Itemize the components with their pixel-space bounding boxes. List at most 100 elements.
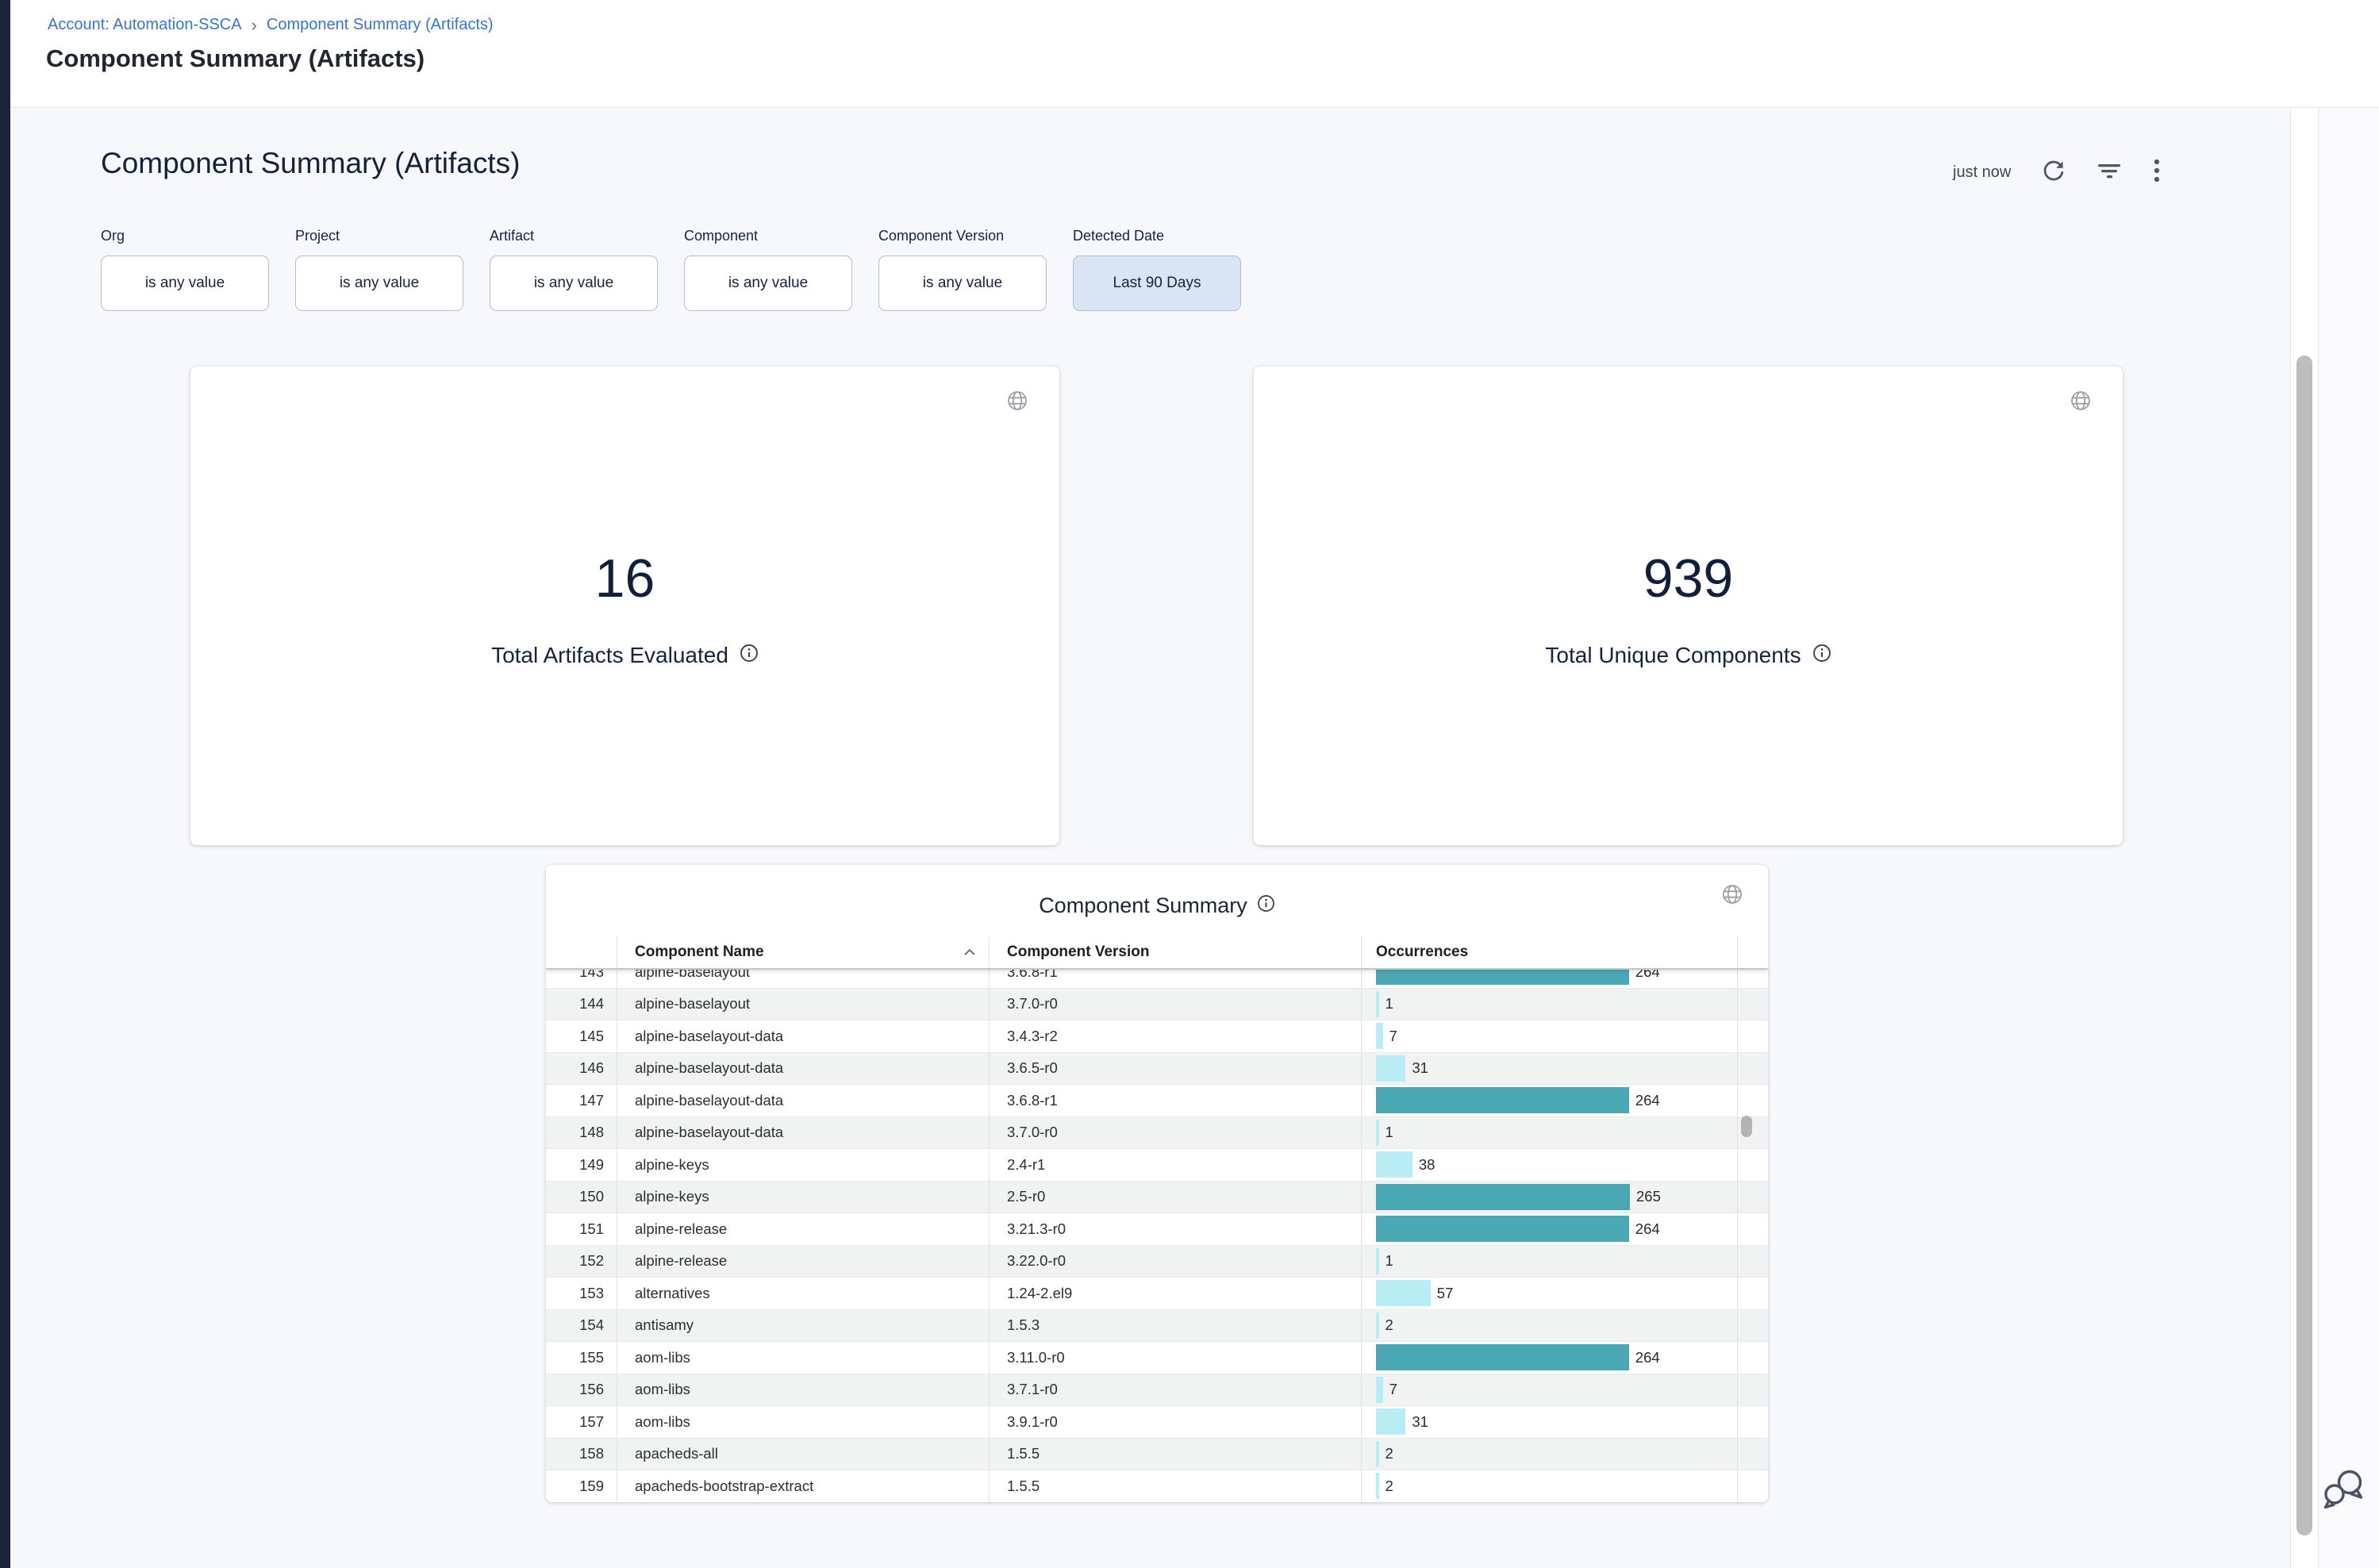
filter-button[interactable]	[2097, 159, 2122, 186]
occurrence-bar[interactable]	[1376, 1280, 1431, 1307]
filter-project-button[interactable]: is any value	[295, 256, 463, 311]
occurrence-value: 7	[1389, 1381, 1397, 1398]
row-index-cell: 151	[579, 1220, 604, 1237]
table-row[interactable]: 148 alpine-baselayout-data 3.7.0-r0 1	[546, 1116, 1768, 1149]
component-name-cell: aom-libs	[617, 1342, 989, 1374]
table-row[interactable]: 143 alpine-baselayout 3.6.8-r1 264	[546, 970, 1768, 989]
table-row[interactable]: 151 alpine-release 3.21.3-r0 264	[546, 1213, 1768, 1246]
occurrence-bar[interactable]	[1376, 970, 1629, 986]
page-scrollbar-thumb[interactable]	[2296, 355, 2312, 1535]
occurrences-cell: 38	[1361, 1149, 1738, 1181]
occurrences-cell: 264	[1361, 970, 1738, 988]
right-gutter	[2319, 109, 2379, 1568]
more-options-button[interactable]	[2152, 158, 2162, 187]
refresh-button[interactable]	[2041, 159, 2066, 186]
occurrence-bar[interactable]	[1376, 1247, 1379, 1274]
table-row[interactable]: 154 antisamy 1.5.3 2	[546, 1309, 1768, 1342]
component-name-cell: alpine-baselayout	[617, 988, 989, 1020]
occurrence-value: 264	[1635, 1220, 1660, 1237]
occurrence-bar[interactable]	[1376, 1119, 1379, 1146]
page-scrollbar[interactable]	[2290, 109, 2319, 1568]
table-row[interactable]: 150 alpine-keys 2.5-r0 265	[546, 1181, 1768, 1213]
table-row[interactable]: 157 aom-libs 3.9.1-r0 31	[546, 1406, 1768, 1439]
component-name-cell: alpine-release	[617, 1245, 989, 1277]
component-version-cell: 3.6.8-r1	[989, 1085, 1361, 1116]
occurrences-column-header[interactable]: Occurrences	[1361, 936, 1738, 968]
info-icon[interactable]	[1257, 894, 1275, 918]
occurrence-bar[interactable]	[1376, 1183, 1630, 1210]
occurrence-bar[interactable]	[1376, 1023, 1383, 1050]
component-name-cell: apacheds-all	[617, 1438, 989, 1470]
row-index-cell: 158	[579, 1445, 604, 1462]
table-row[interactable]: 152 alpine-release 3.22.0-r0 1	[546, 1245, 1768, 1278]
component-summary-table-card: Component Summary Component Name	[546, 865, 1768, 1502]
filter-detected-date-label: Detected Date	[1073, 228, 1165, 244]
chat-bubbles-icon[interactable]	[2320, 1465, 2368, 1514]
row-number-column-header	[546, 936, 617, 968]
table-row[interactable]: 144 alpine-baselayout 3.7.0-r0 1	[546, 988, 1768, 1020]
component-name-column-header[interactable]: Component Name	[617, 936, 989, 968]
table-body: 143 alpine-baselayout 3.6.8-r1 264 144 alpine…	[546, 970, 1768, 1502]
table-row[interactable]: 153 alternatives 1.24-2.el9 57	[546, 1278, 1768, 1310]
breadcrumb-account-link[interactable]: Account: Automation-SSCA	[48, 16, 242, 33]
row-index-cell: 155	[579, 1348, 604, 1366]
filter-org: Org is any value	[101, 228, 269, 311]
occurrence-bar[interactable]	[1376, 1344, 1629, 1371]
table-row[interactable]: 149 alpine-keys 2.4-r1 38	[546, 1149, 1768, 1182]
globe-icon[interactable]	[1720, 882, 1744, 906]
component-name-cell: aom-libs	[617, 1374, 989, 1405]
table-scrollbar-thumb[interactable]	[1741, 1116, 1752, 1137]
component-version-column-header[interactable]: Component Version	[989, 936, 1361, 968]
occurrences-cell: 264	[1361, 1342, 1738, 1374]
occurrence-bar[interactable]	[1376, 1151, 1412, 1178]
occurrence-bar[interactable]	[1376, 1440, 1379, 1467]
globe-icon[interactable]	[2069, 389, 2093, 413]
occurrence-bar[interactable]	[1376, 1376, 1383, 1403]
filter-org-button[interactable]: is any value	[101, 256, 269, 311]
filter-artifact-button[interactable]: is any value	[490, 256, 658, 311]
occurrence-bar[interactable]	[1376, 1087, 1629, 1114]
filter-component-button[interactable]: is any value	[684, 256, 852, 311]
occurrence-bar[interactable]	[1376, 1473, 1379, 1500]
component-name-header-label: Component Name	[635, 943, 764, 960]
occurrences-cell: 2	[1361, 1438, 1738, 1470]
occurrence-value: 1	[1385, 1124, 1393, 1141]
filter-artifact-label: Artifact	[490, 228, 535, 244]
filter-detected-date-button[interactable]: Last 90 Days	[1073, 256, 1241, 311]
breadcrumb-current-link[interactable]: Component Summary (Artifacts)	[266, 16, 494, 33]
occurrence-value: 31	[1412, 1412, 1428, 1430]
occurrence-bar[interactable]	[1376, 1055, 1406, 1082]
filter-component-version-button[interactable]: is any value	[878, 256, 1047, 311]
occurrence-bar[interactable]	[1376, 990, 1379, 1017]
info-icon[interactable]	[740, 643, 759, 668]
occurrences-cell: 57	[1361, 1278, 1738, 1309]
tile-total-artifacts: 16 Total Artifacts Evaluated	[190, 367, 1059, 845]
table-row[interactable]: 159 apacheds-bootstrap-extract 1.5.5 2	[546, 1470, 1768, 1502]
filter-org-label: Org	[101, 228, 125, 244]
table-row[interactable]: 155 aom-libs 3.11.0-r0 264	[546, 1342, 1768, 1374]
globe-icon[interactable]	[1005, 389, 1029, 413]
info-icon[interactable]	[1812, 643, 1831, 668]
occurrence-value: 1	[1385, 995, 1393, 1013]
tile-total-unique-components: 939 Total Unique Components	[1254, 367, 2123, 845]
component-version-cell: 3.7.1-r0	[989, 1374, 1361, 1405]
page-title: Component Summary (Artifacts)	[46, 44, 425, 72]
table-row[interactable]: 146 alpine-baselayout-data 3.6.5-r0 31	[546, 1052, 1768, 1085]
filter-component-version: Component Version is any value	[878, 228, 1047, 311]
occurrence-bar[interactable]	[1376, 1409, 1406, 1435]
table-row[interactable]: 145 alpine-baselayout-data 3.4.3-r2 7	[546, 1020, 1768, 1053]
component-name-cell: alpine-baselayout-data	[617, 1052, 989, 1084]
occurrence-bar[interactable]	[1376, 1216, 1629, 1243]
table-row[interactable]: 158 apacheds-all 1.5.5 2	[546, 1438, 1768, 1470]
component-version-cell: 3.7.0-r0	[989, 1116, 1361, 1148]
table-row[interactable]: 156 aom-libs 3.7.1-r0 7	[546, 1374, 1768, 1406]
row-index-cell: 148	[579, 1124, 604, 1141]
occurrences-cell: 7	[1361, 1374, 1738, 1405]
table-row[interactable]: 147 alpine-baselayout-data 3.6.8-r1 264	[546, 1085, 1768, 1117]
occurrence-bar[interactable]	[1376, 1312, 1379, 1339]
occurrence-value: 2	[1385, 1477, 1393, 1494]
component-name-cell: antisamy	[617, 1309, 989, 1341]
occurrence-value: 2	[1385, 1445, 1393, 1462]
filter-component-label: Component	[684, 228, 759, 244]
collapsed-sidebar-strip[interactable]	[0, 0, 10, 1568]
